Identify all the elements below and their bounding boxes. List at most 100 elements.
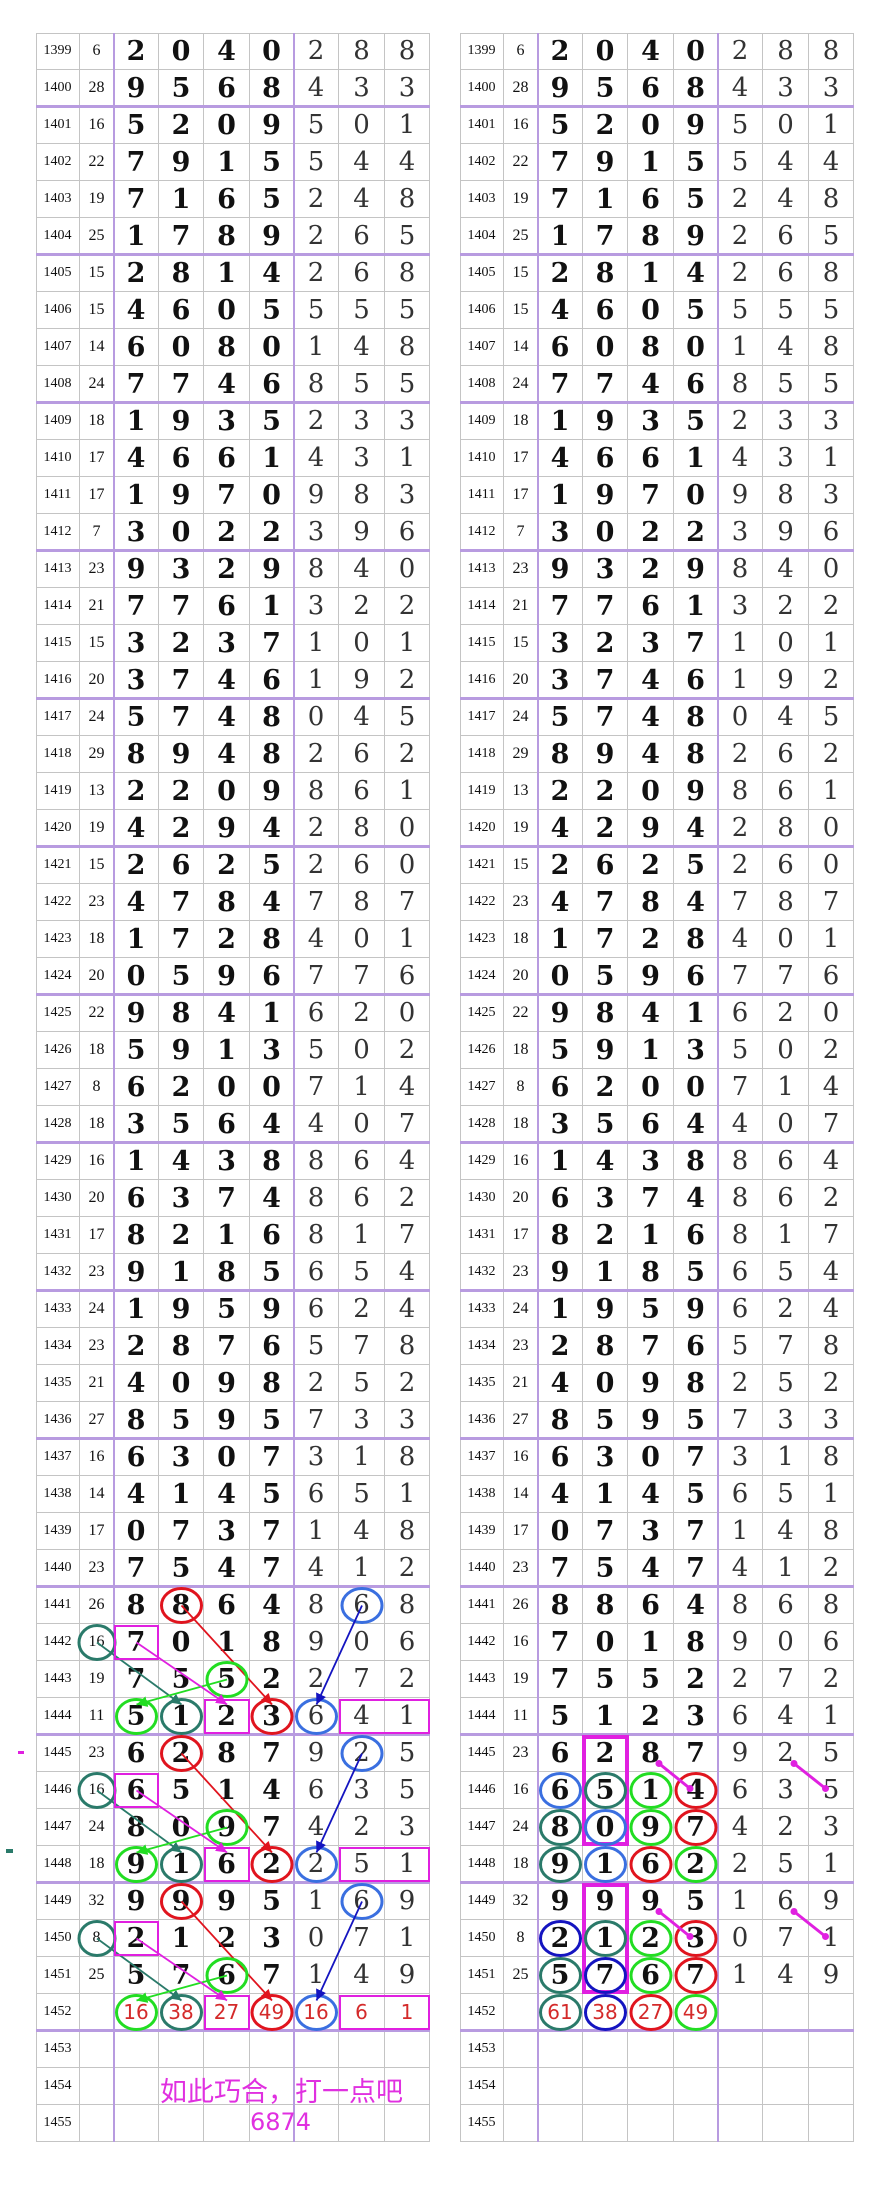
digit-cell <box>114 2105 159 2142</box>
digit-cell: 6 <box>385 1624 430 1661</box>
digit-cell: 9 <box>538 1883 583 1920</box>
digit-cell: 0 <box>250 33 294 70</box>
digit-cell: 7 <box>763 1920 809 1957</box>
digit-cell: 2 <box>294 1661 339 1698</box>
digit-cell: 4 <box>250 1106 294 1143</box>
digit-cell: 6 <box>385 958 430 995</box>
sum-cell: 16 <box>80 107 114 144</box>
sum-cell: 20 <box>504 1180 538 1217</box>
digit-cell: 6 <box>204 1846 250 1883</box>
digit-cell: 8 <box>718 1217 763 1254</box>
digit-cell: 8 <box>718 773 763 810</box>
group-divider <box>36 1289 430 1292</box>
sum-cell: 23 <box>504 1328 538 1365</box>
digit-cell: 1 <box>114 1143 159 1180</box>
sum-cell: 20 <box>80 1180 114 1217</box>
digit-cell: 2 <box>809 736 854 773</box>
digit-cell: 4 <box>809 1069 854 1106</box>
digit-cell: 7 <box>250 625 294 662</box>
digit-cell: 4 <box>385 144 430 181</box>
digit-cell: 3 <box>114 514 159 551</box>
digit-cell <box>809 2105 854 2142</box>
digit-cell: 5 <box>763 1476 809 1513</box>
sum-cell: 29 <box>80 736 114 773</box>
digit-cell: 0 <box>583 329 628 366</box>
digit-cell: 4 <box>628 366 674 403</box>
digit-cell: 7 <box>583 884 628 921</box>
period-cell: 1427 <box>36 1069 80 1106</box>
digit-cell: 2 <box>809 588 854 625</box>
sum-cell: 16 <box>504 107 538 144</box>
digit-cell: 7 <box>674 1550 718 1587</box>
digit-cell: 9 <box>538 1846 583 1883</box>
digit-cell: 2 <box>339 588 385 625</box>
digit-cell: 0 <box>763 625 809 662</box>
group-divider <box>36 1733 430 1736</box>
sum-cell: 22 <box>504 995 538 1032</box>
sum-cell: 17 <box>504 1513 538 1550</box>
digit-cell: 4 <box>204 366 250 403</box>
digit-cell: 1 <box>538 1291 583 1328</box>
period-cell: 1450 <box>36 1920 80 1957</box>
digit-cell: 6 <box>159 292 204 329</box>
period-cell: 1409 <box>36 403 80 440</box>
digit-cell: 3 <box>628 1143 674 1180</box>
digit-cell: 2 <box>628 921 674 958</box>
digit-cell: 6 <box>583 292 628 329</box>
digit-cell: 3 <box>250 1032 294 1069</box>
digit-cell: 8 <box>763 477 809 514</box>
digit-cell: 9 <box>583 1883 628 1920</box>
digit-cell: 2 <box>718 736 763 773</box>
digit-cell: 8 <box>250 70 294 107</box>
sum-cell: 17 <box>80 477 114 514</box>
sum-cell: 14 <box>504 329 538 366</box>
sum-cell <box>80 2031 114 2068</box>
period-cell: 1410 <box>36 440 80 477</box>
digit-cell: 2 <box>114 1328 159 1365</box>
digit-cell: 1 <box>159 181 204 218</box>
digit-cell: 5 <box>674 403 718 440</box>
group-divider <box>460 2029 854 2032</box>
digit-cell: 8 <box>385 181 430 218</box>
digit-cell: 6 <box>339 255 385 292</box>
digit-cell: 7 <box>159 699 204 736</box>
digit-cell: 8 <box>250 1624 294 1661</box>
digit-cell: 1 <box>204 1032 250 1069</box>
digit-cell: 4 <box>538 884 583 921</box>
period-cell: 1412 <box>36 514 80 551</box>
sum-cell: 25 <box>80 218 114 255</box>
digit-cell: 9 <box>674 218 718 255</box>
sum-cell: 20 <box>80 958 114 995</box>
digit-cell: 9 <box>674 551 718 588</box>
group-divider <box>460 697 854 700</box>
digit-cell: 4 <box>339 329 385 366</box>
digit-cell: 8 <box>294 366 339 403</box>
digit-cell: 8 <box>763 884 809 921</box>
digit-cell: 6 <box>628 1846 674 1883</box>
digit-cell: 9 <box>583 144 628 181</box>
period-cell: 1451 <box>36 1957 80 1994</box>
digit-cell <box>763 2068 809 2105</box>
digit-cell: 7 <box>538 1550 583 1587</box>
digit-cell: 5 <box>674 1402 718 1439</box>
digit-cell: 6 <box>718 1254 763 1291</box>
sum-cell: 17 <box>80 440 114 477</box>
digit-cell: 5 <box>294 292 339 329</box>
digit-cell: 5 <box>339 292 385 329</box>
digit-cell: 9 <box>628 810 674 847</box>
digit-cell: 8 <box>294 1217 339 1254</box>
sum-cell: 16 <box>504 1143 538 1180</box>
digit-cell: 0 <box>538 958 583 995</box>
sum-cell: 26 <box>80 1587 114 1624</box>
period-cell: 1444 <box>460 1698 504 1735</box>
digit-cell: 1 <box>385 1994 430 2031</box>
digit-cell: 1 <box>763 1439 809 1476</box>
digit-cell: 4 <box>763 1513 809 1550</box>
digit-cell: 7 <box>718 1402 763 1439</box>
sum-cell: 24 <box>80 1809 114 1846</box>
digit-cell: 6 <box>763 773 809 810</box>
period-cell: 1403 <box>460 181 504 218</box>
digit-cell: 2 <box>204 847 250 884</box>
sum-cell: 23 <box>504 1735 538 1772</box>
digit-cell: 0 <box>159 1809 204 1846</box>
